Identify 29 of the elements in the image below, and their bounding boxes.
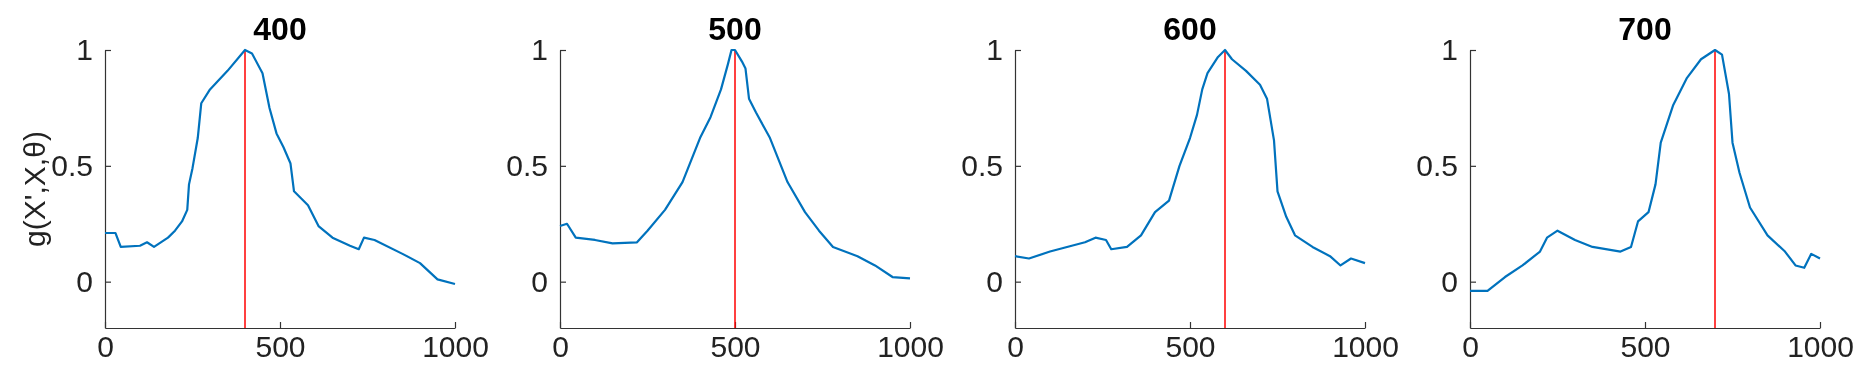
x-tick-label: 0 — [1007, 330, 1024, 364]
y-tick-label: 1 — [531, 33, 548, 67]
chart-title: 500 — [708, 11, 762, 47]
x-tick-label: 500 — [710, 330, 761, 364]
y-tick-label: 0 — [1441, 264, 1458, 298]
x-tick-label: 0 — [552, 330, 569, 364]
x-tick-label: 0 — [97, 330, 114, 364]
y-tick-label: 0 — [531, 264, 548, 298]
y-tick-label: 1 — [1441, 33, 1458, 67]
x-tick-label: 500 — [255, 330, 306, 364]
x-tick-label: 500 — [1165, 330, 1216, 364]
y-tick-label: 0.5 — [961, 148, 1003, 182]
x-tick-label: 0 — [1462, 330, 1479, 364]
y-tick-label: 0 — [76, 264, 93, 298]
y-tick-label: 1 — [76, 33, 93, 67]
chart-title: 400 — [253, 11, 307, 47]
chart-title: 700 — [1618, 11, 1672, 47]
x-tick-label: 1000 — [1332, 330, 1399, 364]
x-tick-label: 1000 — [877, 330, 944, 364]
x-tick-label: 500 — [1620, 330, 1671, 364]
y-tick-label: 0.5 — [51, 148, 93, 182]
y-tick-label: 0.5 — [1416, 148, 1458, 182]
chart-title: 600 — [1163, 11, 1217, 47]
x-tick-label: 1000 — [1787, 330, 1854, 364]
x-tick-label: 1000 — [422, 330, 489, 364]
y-tick-label: 0 — [986, 264, 1003, 298]
y-axis-title: g(X',X,θ) — [18, 131, 51, 247]
y-tick-label: 0.5 — [506, 148, 548, 182]
y-tick-label: 1 — [986, 33, 1003, 67]
